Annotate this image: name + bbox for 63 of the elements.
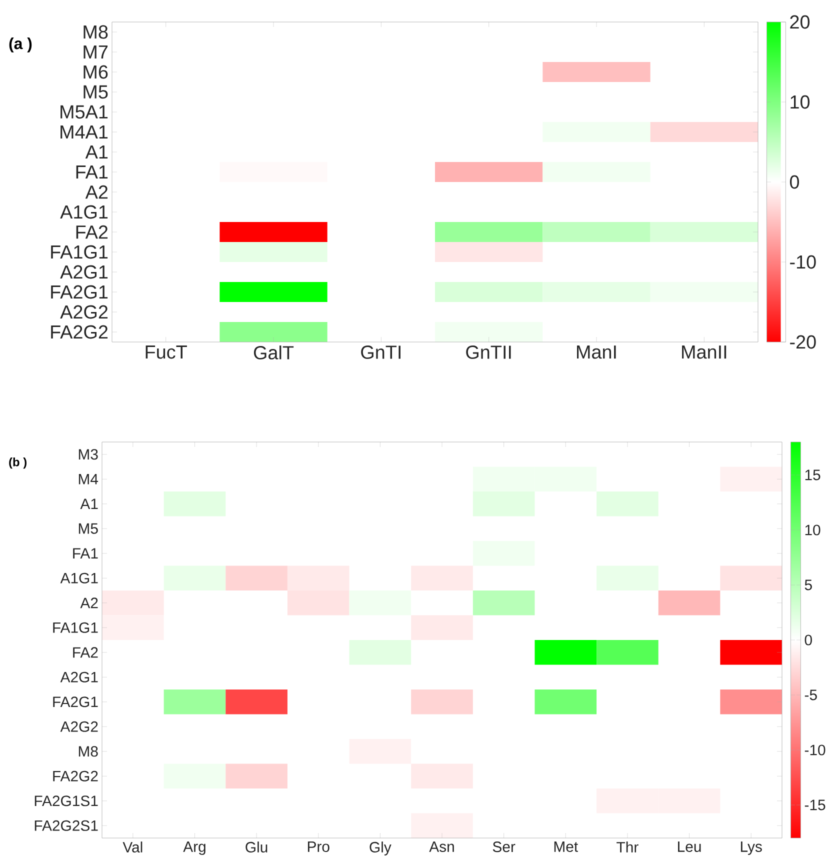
x-tick-label: GnTII: [466, 346, 511, 359]
y-tick-label: A1G1: [60, 205, 108, 219]
color-bar-label: -5: [804, 690, 817, 700]
y-tick-label: FA2G1: [53, 696, 98, 708]
x-tick-label: Pro: [308, 842, 330, 852]
y-tick-label: FA1G1: [51, 245, 108, 259]
color-bar-label: 10: [790, 95, 810, 109]
y-tick-label: FA2G1S1: [34, 796, 98, 806]
y-tick-label: FA2G2S1: [34, 820, 98, 831]
x-tick-label: ManI: [577, 346, 616, 359]
y-tick-label: A2G2: [60, 305, 108, 319]
x-tick-label: Thr: [616, 842, 638, 852]
x-tick-label: Gly: [370, 842, 392, 856]
color-bar-label: 10: [805, 524, 820, 536]
text: (b ): [9, 458, 27, 469]
x-tick-label: Ser: [492, 842, 516, 852]
y-tick-label: A2G1: [60, 265, 108, 279]
y-tick-label: M3: [78, 449, 98, 460]
y-tick-label: FA2G1: [51, 285, 108, 299]
y-tick-label: M8: [84, 25, 108, 39]
x-tick-label: Glu: [246, 842, 268, 853]
text: (a ): [9, 38, 32, 52]
color-bar-label: 0: [790, 175, 800, 189]
y-tick-label: A2: [85, 185, 108, 199]
y-tick-label: FA2: [76, 225, 108, 239]
y-tick-label: M8: [78, 746, 98, 757]
x-tick-label: GalT: [254, 346, 294, 360]
y-tick-label: A1: [80, 498, 98, 510]
x-tick-label: Leu: [678, 842, 701, 852]
color-bar-label: 5: [804, 580, 812, 590]
x-tick-label: Met: [554, 842, 578, 852]
x-tick-label: Val: [122, 842, 142, 853]
color-bar-label: -10: [804, 744, 826, 756]
y-tick-label: M6: [84, 65, 108, 79]
x-tick-label: Asn: [429, 842, 454, 852]
y-tick-label: M5A1: [60, 105, 108, 119]
y-tick-label: FA1G1: [53, 622, 98, 633]
color-bar-label: -10: [790, 255, 816, 269]
color-bar-label: 20: [790, 15, 810, 29]
x-tick-label: GnTI: [361, 346, 400, 359]
y-tick-label: M4A1: [60, 126, 108, 139]
y-tick-label: FA2: [73, 647, 98, 658]
color-bar-label: -20: [790, 335, 816, 349]
color-bar-label: 0: [804, 634, 812, 646]
y-tick-label: FA2G2: [51, 325, 108, 339]
x-tick-label: Lys: [740, 842, 762, 855]
y-tick-label: M7: [84, 46, 108, 59]
color-bar-label: 15: [805, 470, 820, 480]
y-tick-label: A2G2: [60, 721, 98, 732]
color-bar-label: -15: [804, 800, 826, 810]
y-tick-label: FA1: [76, 166, 108, 179]
x-tick-label: FucT: [146, 346, 187, 359]
y-tick-label: A2G1: [60, 672, 98, 682]
y-tick-label: M5: [78, 523, 98, 534]
x-tick-label: ManII: [682, 346, 726, 359]
y-tick-label: FA2G2: [53, 770, 98, 782]
y-tick-label: A2: [80, 598, 98, 608]
y-tick-label: M5: [84, 85, 108, 99]
y-tick-label: FA1: [73, 548, 98, 559]
y-tick-label: A1G1: [60, 572, 98, 584]
y-tick-label: M4: [78, 474, 98, 484]
x-tick-label: Arg: [183, 842, 206, 855]
y-tick-label: A1: [85, 146, 108, 159]
